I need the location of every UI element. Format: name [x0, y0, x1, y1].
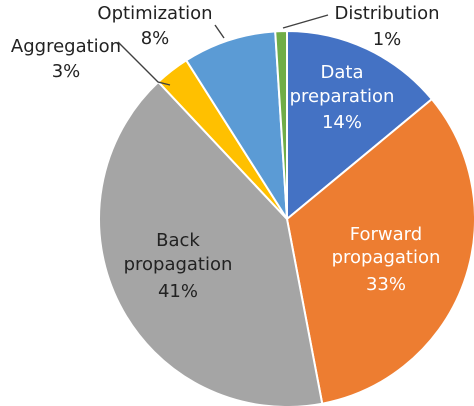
pie-slice-optimization [184, 30, 288, 220]
pie-slice-data-preparation [286, 29, 434, 222]
label-forward-propagation-line2: propagation [332, 247, 441, 268]
label-back-propagation-line2: propagation [124, 254, 233, 275]
leader-lines [117, 14, 329, 86]
pie-slice-back-propagation [98, 80, 324, 406]
pie-slice-distribution [274, 29, 288, 220]
label-distribution: Distribution 1% [334, 3, 439, 50]
label-aggregation: Aggregation 3% [11, 36, 121, 82]
label-back-propagation-line1: Back [156, 230, 200, 251]
label-optimization-pct: 8% [141, 28, 170, 49]
leader-line-aggregation [117, 41, 171, 86]
label-aggregation-pct: 3% [52, 61, 81, 82]
label-distribution-pct: 1% [373, 29, 402, 50]
label-data-preparation-line1: Data [321, 62, 364, 83]
label-aggregation-line1: Aggregation [11, 36, 121, 57]
label-forward-propagation-line1: Forward [350, 224, 422, 245]
label-optimization-line1: Optimization [97, 3, 212, 24]
pie-slices [98, 29, 474, 406]
label-optimization: Optimization 8% [97, 3, 212, 49]
label-forward-propagation-pct: 33% [366, 274, 406, 295]
label-data-preparation-line2: preparation [290, 86, 395, 107]
leader-line-distribution [282, 14, 329, 29]
label-distribution-line1: Distribution [334, 3, 439, 24]
label-back-propagation-pct: 41% [158, 281, 198, 302]
label-data-preparation: Data preparation 14% [290, 62, 395, 133]
pie-slice-forward-propagation [285, 97, 474, 405]
label-back-propagation: Back propagation 41% [124, 230, 233, 302]
label-forward-propagation: Forward propagation 33% [332, 224, 441, 295]
leader-line-optimization [214, 24, 225, 39]
label-data-preparation-pct: 14% [322, 112, 362, 133]
